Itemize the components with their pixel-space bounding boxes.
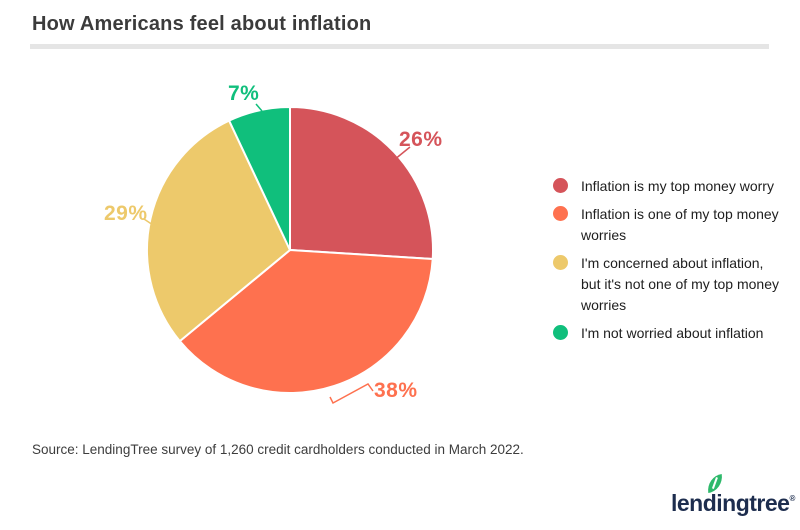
registered-mark: ®	[789, 494, 796, 503]
pie-value-label-1: 38%	[374, 379, 418, 402]
legend-swatch-icon	[553, 255, 568, 270]
legend-label: Inflation is one of my top money worries	[581, 206, 779, 243]
legend-item-2: I'm concerned about inflation, but it's …	[553, 253, 783, 316]
legend-label: I'm not worried about inflation	[581, 325, 764, 341]
lendingtree-logo: lendingtree®	[671, 473, 796, 519]
leaf-vein	[711, 477, 718, 489]
page-title: How Americans feel about inflation	[32, 13, 372, 35]
legend-label: I'm concerned about inflation, but it's …	[581, 255, 780, 313]
pie-value-label-0: 26%	[399, 128, 443, 151]
legend-label: Inflation is my top money worry	[581, 178, 774, 194]
legend-item-3: I'm not worried about inflation	[553, 323, 783, 344]
title-divider	[30, 44, 769, 49]
legend-item-0: Inflation is my top money worry	[553, 176, 783, 197]
pie-value-label-2: 29%	[104, 202, 148, 225]
legend-item-1: Inflation is one of my top money worries	[553, 204, 783, 246]
logo-wordmark: lendingtree	[671, 490, 790, 516]
legend-swatch-icon	[553, 178, 568, 193]
chart-legend: Inflation is my top money worry Inflation…	[553, 176, 783, 344]
pie-chart	[146, 106, 434, 394]
pie-value-label-3: 7%	[228, 82, 260, 105]
source-note: Source: LendingTree survey of 1,260 cred…	[32, 442, 524, 457]
legend-swatch-icon	[553, 325, 568, 340]
legend-swatch-icon	[553, 206, 568, 221]
